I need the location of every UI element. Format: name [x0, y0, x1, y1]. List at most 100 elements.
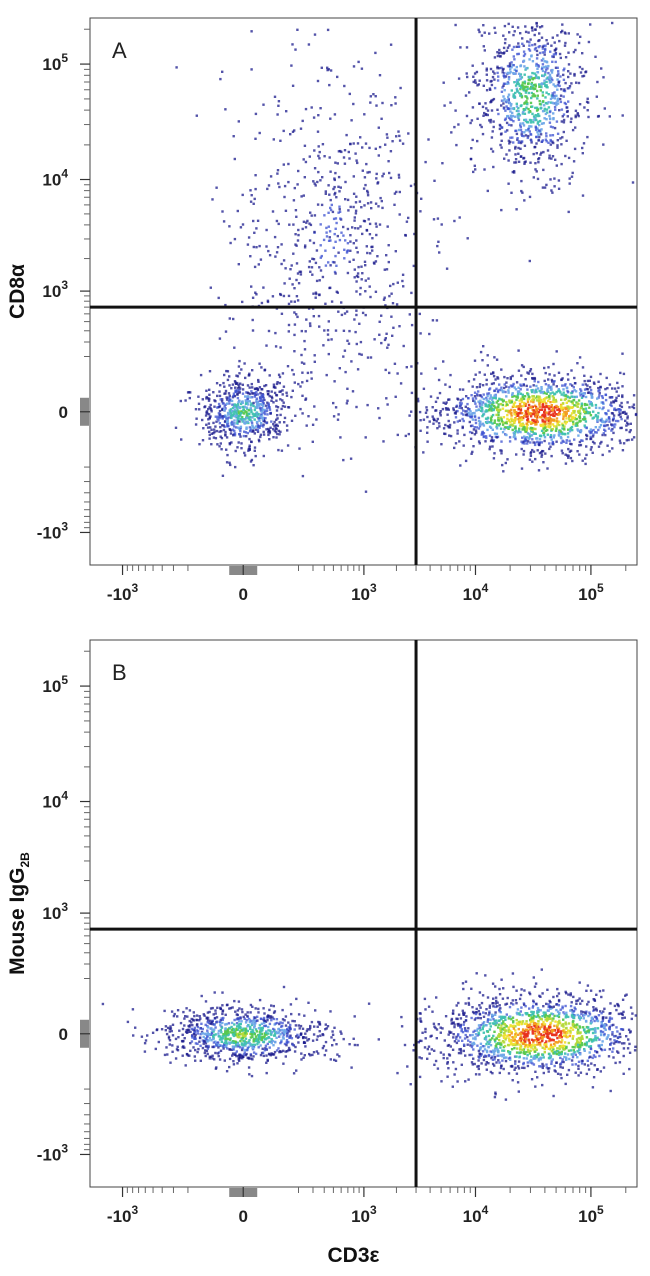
- event-dot: [419, 429, 422, 432]
- event-dot: [521, 428, 525, 431]
- event-dot: [566, 395, 570, 399]
- event-dot: [394, 96, 397, 99]
- event-dot: [169, 1025, 172, 1028]
- event-dot: [251, 369, 254, 372]
- event-dot: [292, 373, 295, 376]
- population-cd3-negative: [101, 985, 359, 1078]
- event-dot: [599, 372, 602, 376]
- event-dot: [507, 22, 510, 26]
- event-dot: [511, 48, 514, 51]
- event-dot: [238, 414, 241, 418]
- event-dot: [587, 391, 591, 394]
- event-dot: [529, 1061, 532, 1064]
- event-dot: [517, 152, 520, 155]
- event-dot: [238, 391, 241, 394]
- event-dot: [532, 441, 535, 444]
- event-dot: [412, 1049, 415, 1052]
- event-dot: [407, 216, 410, 220]
- event-dot: [565, 420, 568, 424]
- event-dot: [591, 451, 594, 454]
- event-dot: [253, 395, 256, 398]
- event-dot: [337, 185, 340, 188]
- event-dot: [611, 419, 615, 422]
- event-dot: [346, 242, 350, 245]
- event-dot: [410, 391, 414, 395]
- event-dot: [247, 421, 250, 425]
- event-dot: [286, 1034, 289, 1037]
- event-dot: [581, 75, 584, 78]
- event-dot: [329, 1058, 332, 1061]
- event-dot: [486, 354, 489, 357]
- event-dot: [382, 298, 386, 301]
- event-dot: [570, 1059, 574, 1062]
- event-dot: [248, 437, 251, 441]
- event-dot: [248, 386, 251, 389]
- event-dot: [230, 416, 233, 420]
- event-dot: [477, 440, 481, 443]
- event-dot: [176, 1015, 179, 1018]
- event-dot: [307, 1001, 310, 1004]
- event-dot: [328, 230, 332, 233]
- event-dot: [228, 1065, 231, 1069]
- event-dot: [219, 435, 222, 438]
- event-dot: [503, 41, 507, 45]
- event-dot: [523, 102, 526, 105]
- event-dot: [350, 1066, 353, 1069]
- event-dot: [238, 372, 241, 375]
- event-dot: [283, 282, 286, 285]
- event-dot: [239, 1056, 242, 1060]
- event-dot: [507, 93, 511, 96]
- event-dot: [525, 89, 528, 92]
- event-dot: [628, 406, 631, 409]
- event-dot: [591, 417, 594, 420]
- event-dot: [563, 410, 566, 414]
- event-dot: [272, 138, 275, 141]
- event-dot: [397, 130, 400, 133]
- event-dot: [236, 1033, 239, 1036]
- event-dot: [514, 437, 517, 441]
- event-dot: [516, 26, 520, 29]
- event-dot: [513, 421, 516, 424]
- event-dot: [311, 440, 314, 443]
- event-dot: [250, 1022, 254, 1025]
- event-dot: [568, 1034, 572, 1038]
- event-dot: [522, 416, 525, 420]
- event-dot: [557, 388, 560, 391]
- event-dot: [562, 417, 565, 421]
- event-dot: [353, 318, 356, 321]
- event-dot: [354, 152, 357, 155]
- event-dot: [294, 414, 297, 417]
- event-dot: [518, 399, 521, 402]
- event-dot: [519, 73, 523, 76]
- event-dot: [544, 112, 548, 116]
- event-dot: [426, 431, 429, 434]
- event-dot: [426, 440, 429, 443]
- event-dot: [308, 260, 311, 263]
- event-dot: [210, 432, 214, 435]
- event-dot: [264, 404, 268, 407]
- event-dot: [634, 1045, 637, 1048]
- event-dot: [210, 443, 213, 446]
- event-dot: [589, 435, 592, 439]
- event-dot: [338, 367, 341, 370]
- event-dot: [471, 385, 474, 388]
- event-dot: [610, 1017, 614, 1020]
- event-dot: [211, 1023, 214, 1026]
- event-dot: [586, 379, 590, 383]
- event-dot: [219, 1007, 223, 1010]
- event-dot: [257, 1011, 260, 1014]
- event-dot: [560, 431, 564, 434]
- event-dot: [493, 72, 496, 75]
- event-dot: [519, 64, 522, 68]
- event-dot: [556, 97, 560, 100]
- event-dot: [176, 1045, 179, 1048]
- event-dot: [603, 428, 606, 431]
- event-dot: [297, 169, 300, 173]
- event-dot: [519, 75, 522, 78]
- event-dot: [487, 1034, 491, 1038]
- event-dot: [536, 97, 539, 100]
- event-dot: [548, 110, 552, 114]
- event-dot: [537, 158, 540, 161]
- event-dot: [515, 132, 519, 136]
- event-dot: [515, 411, 518, 414]
